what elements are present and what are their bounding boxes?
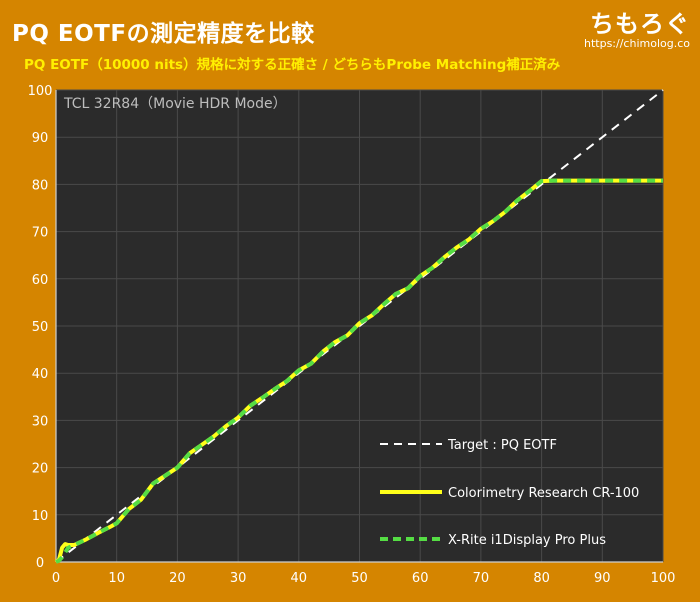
brand-logo: ちもろぐ https://chimolog.co (584, 4, 690, 50)
brand-url: https://chimolog.co (584, 37, 690, 50)
legend-label-3: X-Rite i1Display Pro Plus (448, 533, 606, 548)
x-tick-label: 90 (594, 571, 611, 586)
x-tick-label: 100 (651, 571, 676, 586)
series-line-3 (55, 178, 663, 564)
x-tick-label: 60 (412, 571, 429, 586)
y-tick-label: 20 (32, 462, 49, 477)
y-tick-label: 100 (28, 84, 53, 99)
page-title: PQ EOTFの測定精度を比較 (12, 21, 315, 47)
legend-label-2: Colorimetry Research CR-100 (448, 486, 639, 501)
chart-title: TCL 32R84（Movie HDR Mode） (63, 96, 287, 112)
y-tick-label: 90 (32, 131, 49, 146)
legend-label-1: Target : PQ EOTF (447, 438, 557, 453)
y-tick-label: 60 (32, 273, 49, 288)
x-tick-label: 70 (473, 571, 490, 586)
x-tick-label: 40 (291, 571, 308, 586)
y-tick-label: 40 (32, 367, 49, 382)
y-tick-label: 30 (32, 414, 49, 429)
y-tick-label: 70 (32, 226, 49, 241)
y-tick-label: 0 (36, 556, 44, 571)
y-tick-label: 50 (32, 320, 49, 335)
x-tick-label: 20 (169, 571, 186, 586)
page-subtitle: PQ EOTF（10000 nits）規格に対する正確さ / どちらもProbe… (24, 57, 561, 73)
x-tick-label: 0 (52, 571, 60, 586)
x-tick-label: 10 (108, 571, 125, 586)
brand-name: ちもろぐ (590, 10, 690, 38)
y-tick-label: 10 (32, 509, 49, 524)
y-tick-label: 80 (32, 178, 49, 193)
x-tick-label: 80 (533, 571, 550, 586)
x-tick-label: 30 (230, 571, 247, 586)
x-tick-label: 50 (351, 571, 368, 586)
